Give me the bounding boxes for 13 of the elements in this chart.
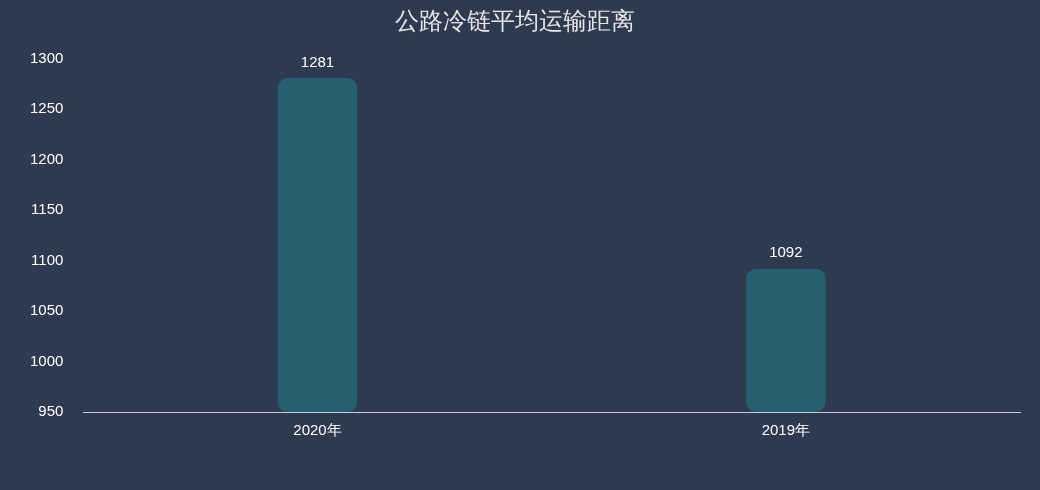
data-label: 1281	[300, 52, 335, 70]
y-tick-label: 1200	[29, 149, 64, 167]
data-label: 1092	[769, 243, 803, 261]
y-tick-label: 1000	[29, 351, 64, 369]
y-tick-label: 1050	[29, 301, 64, 319]
chart-title: 公路冷链平均运输距离	[395, 7, 635, 35]
y-tick-label: 1300	[29, 48, 64, 66]
y-tick-label: 1250	[29, 99, 64, 117]
y-tick-label: 1150	[31, 200, 64, 218]
y-tick-label: 1100	[31, 250, 64, 268]
x-tick-label: 2020年	[293, 421, 342, 439]
y-tick-label: 950	[38, 402, 64, 420]
x-tick-label: 2019年	[761, 421, 811, 439]
